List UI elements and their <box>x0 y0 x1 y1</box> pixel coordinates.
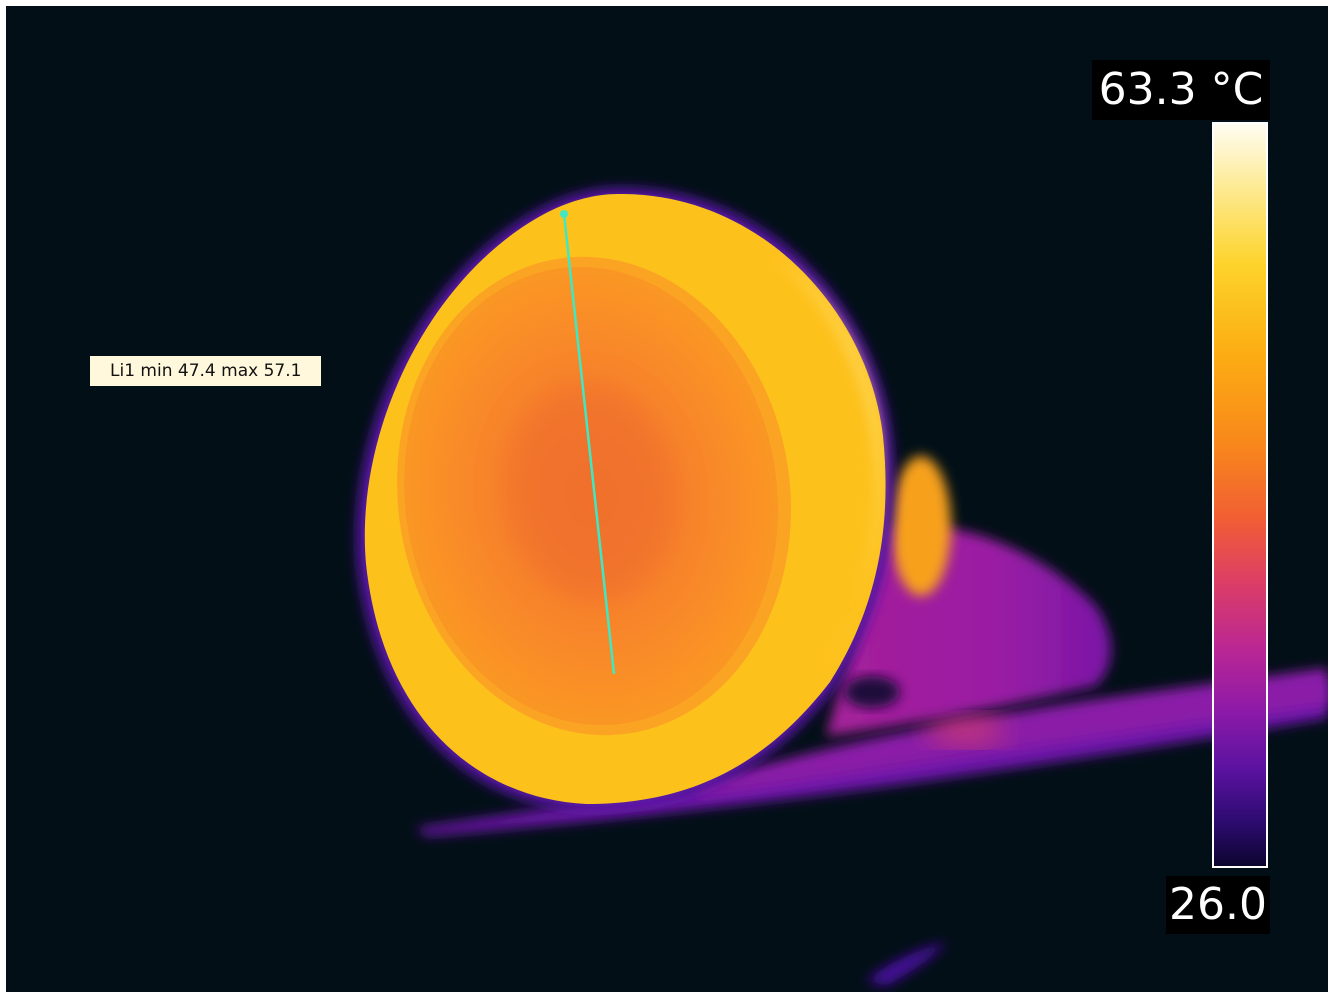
reflection-glare <box>866 942 946 986</box>
color-scale-bar <box>1212 122 1268 868</box>
measurement-line[interactable] <box>560 210 616 675</box>
line-start-handle[interactable] <box>560 210 568 218</box>
scale-min-label: 26.0 <box>1166 876 1270 934</box>
cup-neck <box>826 456 1111 736</box>
line-measurement-label: Li1 min 47.4 max 57.1 <box>90 356 322 386</box>
thermal-image <box>6 6 1328 992</box>
cup-body <box>356 187 894 811</box>
scale-max-label: 63.3 °C <box>1092 60 1270 120</box>
thermal-scene <box>356 187 1328 986</box>
